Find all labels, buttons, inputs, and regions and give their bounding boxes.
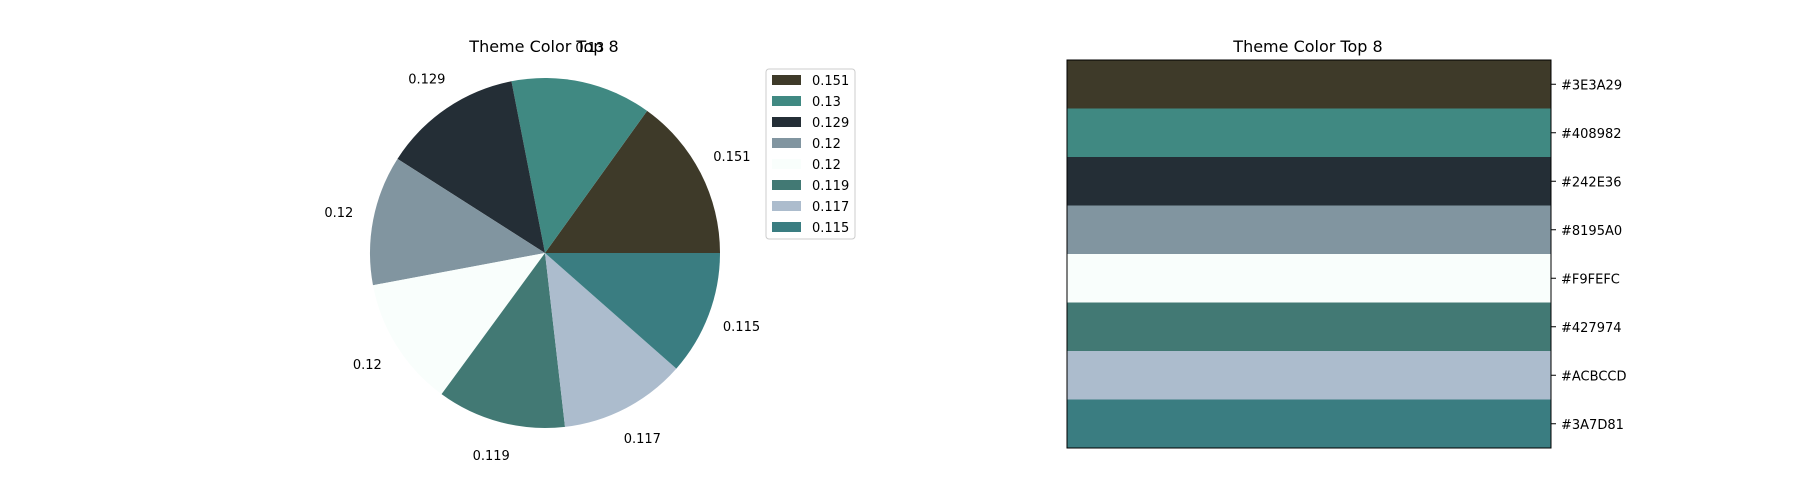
pie-slice-label: 0.129 <box>408 72 445 87</box>
pie-slice-label: 0.117 <box>624 432 661 447</box>
y-tick-label: #242E36 <box>1561 175 1621 190</box>
legend-swatch <box>772 96 801 106</box>
pie-slices <box>369 78 720 428</box>
pie-slice <box>372 253 545 395</box>
legend-items: 0.151 0.13 0.129 0.12 0.12 0.119 0.117 0.115 <box>772 74 849 236</box>
legend-swatch <box>772 222 801 232</box>
pie-slice-label: 0.12 <box>324 206 353 221</box>
color-bar <box>1067 205 1551 255</box>
legend-swatch <box>772 201 801 211</box>
y-tick-label: #3E3A29 <box>1561 78 1622 93</box>
color-bar <box>1067 254 1551 303</box>
color-bar <box>1067 351 1551 400</box>
color-bar <box>1067 157 1551 206</box>
y-tick-label: #427974 <box>1561 321 1622 336</box>
bar-y-ticks: #3E3A29 #408982 #242E36 #8195A0 #F9FEFC #4279… <box>1551 78 1627 433</box>
color-bar <box>1067 399 1551 449</box>
bar-chart-frame <box>1066 59 1552 449</box>
legend-entry: 0.117 <box>812 200 849 215</box>
legend-entry: 0.13 <box>812 95 841 110</box>
pie-legend: 0.151 0.13 0.129 0.12 0.12 0.119 0.117 0.115 <box>765 68 856 240</box>
pie-slice <box>545 253 677 427</box>
pie-slice <box>545 253 720 369</box>
color-bar-chart: Theme Color Top 8 #3E3A29#408982#242E36#… <box>1066 37 1627 449</box>
legend-entry: 0.129 <box>812 116 849 131</box>
pie-slice <box>397 81 545 253</box>
legend-frame <box>765 68 856 240</box>
y-tick-label: #8195A0 <box>1561 224 1622 239</box>
legend-swatch <box>772 138 801 148</box>
pie-slice <box>511 78 648 253</box>
pie-slice <box>441 253 565 428</box>
legend-entry: 0.12 <box>812 158 841 173</box>
pie-slice-label: 0.115 <box>723 320 760 335</box>
legend-entry: 0.115 <box>812 221 849 236</box>
y-tick-label: #3A7D81 <box>1561 418 1624 433</box>
color-bar <box>1067 60 1551 109</box>
legend-entry: 0.151 <box>812 74 849 89</box>
pie-labels: 0.151 0.13 0.129 0.12 0.12 0.119 0.117 0.115 <box>324 41 760 464</box>
pie-slice-label: 0.12 <box>353 358 382 373</box>
pie-slice <box>545 110 720 253</box>
legend-entry: 0.119 <box>812 179 849 194</box>
pie-chart: Theme Color Top 8 0.151 0.13 0.129 0.12 0.12… <box>324 37 760 464</box>
y-tick-label: #F9FEFC <box>1561 272 1620 287</box>
pie-chart-title: Theme Color Top 8 <box>468 37 618 56</box>
y-tick-label: #ACBCCD <box>1561 369 1627 384</box>
color-bars <box>1067 60 1551 449</box>
legend-swatch <box>772 117 801 127</box>
pie-slice-label: 0.119 <box>473 449 510 464</box>
pie-slice <box>369 158 545 286</box>
legend-swatch <box>772 180 801 190</box>
legend-swatch <box>772 75 801 85</box>
legend-entry: 0.12 <box>812 137 841 152</box>
legend-swatch <box>772 159 801 169</box>
color-bar <box>1067 108 1551 158</box>
y-tick-label: #408982 <box>1561 127 1622 142</box>
bar-chart-title: Theme Color Top 8 <box>1232 37 1382 56</box>
pie-slice-label: 0.13 <box>575 41 604 56</box>
color-bar <box>1067 302 1551 352</box>
pie-slice-label: 0.151 <box>713 150 750 165</box>
